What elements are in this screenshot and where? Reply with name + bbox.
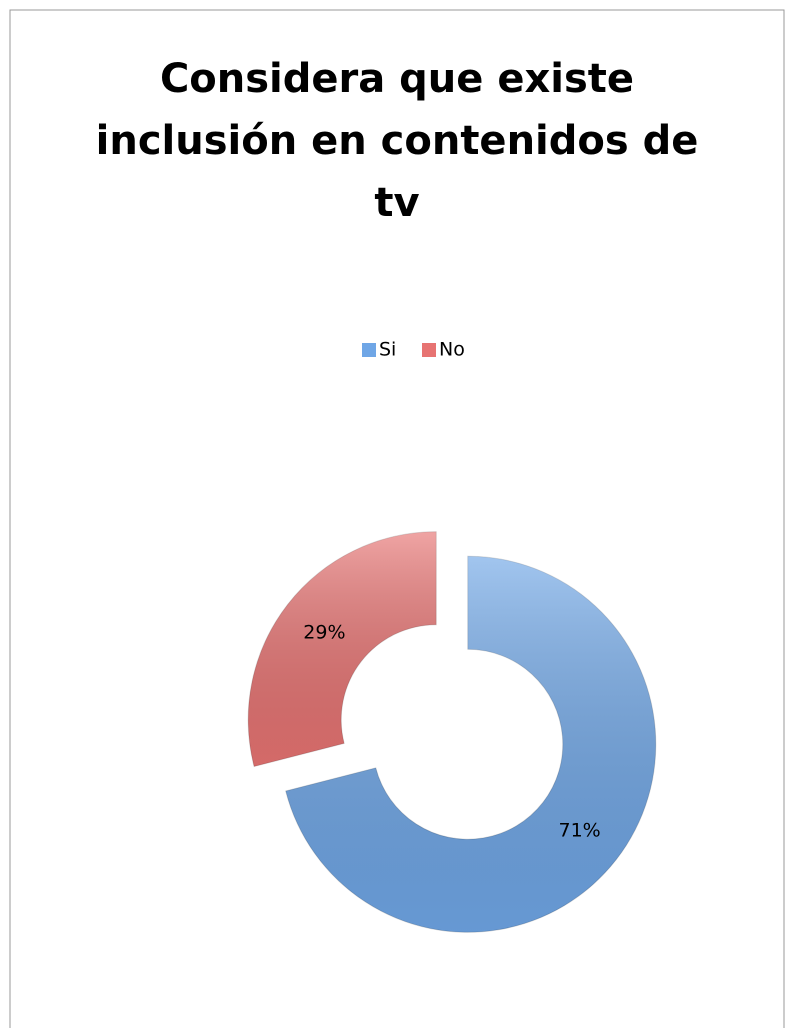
legend-label: Si [379, 339, 396, 361]
legend-swatch [422, 343, 436, 357]
data-label: 29% [303, 622, 345, 644]
frame [9, 9, 785, 1028]
slice-shine [248, 531, 437, 767]
data-label: 71% [558, 819, 600, 841]
slice-shine [285, 556, 656, 933]
chart-title: Considera que existe inclusión en conten… [95, 56, 699, 226]
legend-swatch [362, 343, 376, 357]
legend-label: No [439, 339, 465, 361]
